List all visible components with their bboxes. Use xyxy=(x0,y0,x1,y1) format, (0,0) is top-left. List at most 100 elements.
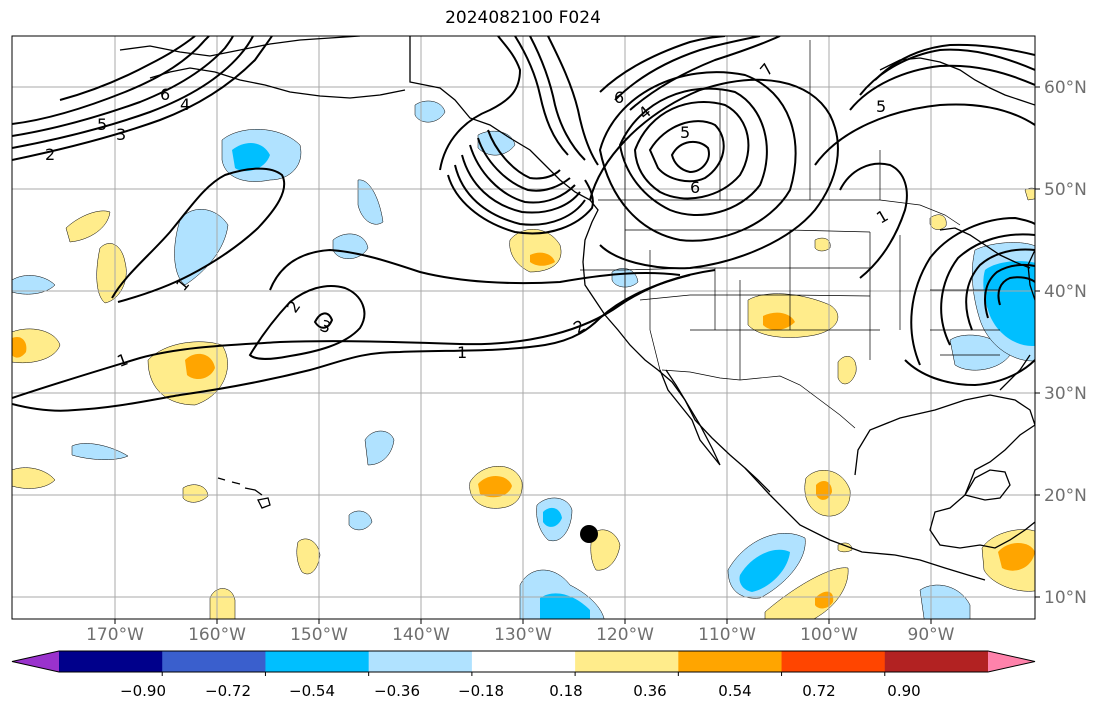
colorbar-tick-label: −0.72 xyxy=(205,682,251,700)
map-title: 2024082100 F024 xyxy=(445,8,601,28)
coastlines xyxy=(119,36,1035,581)
axis-ticks xyxy=(114,86,1040,624)
coastline-east xyxy=(1027,249,1035,301)
coastline-hawaii xyxy=(217,477,271,509)
contour-line-2 xyxy=(940,233,1035,346)
contour-line-3 xyxy=(529,36,586,161)
anomaly-light-blue xyxy=(414,100,446,123)
anomaly-blue xyxy=(739,549,790,592)
contour-line-3 xyxy=(313,312,334,329)
contour-line-2 xyxy=(814,103,1035,166)
coastline-baja xyxy=(659,369,721,466)
anomaly-orange xyxy=(998,543,1035,571)
graticule xyxy=(12,36,1035,619)
contour-line-1 xyxy=(589,78,839,270)
lon-label: 120°W xyxy=(596,625,654,645)
anomaly-yellow xyxy=(182,484,209,503)
contour-line-4 xyxy=(633,101,750,200)
lon-label: 150°W xyxy=(290,625,348,645)
colorbar-segment xyxy=(781,651,886,672)
anomaly-yellow xyxy=(837,356,857,385)
anomaly-orange xyxy=(763,312,795,330)
contour-label: 3 xyxy=(116,125,126,144)
coastline-yucatan xyxy=(963,469,1011,501)
contour-line-6 xyxy=(59,36,196,101)
colorbar-segment xyxy=(678,651,783,672)
contour-line-1 xyxy=(910,216,1035,366)
contour-line-5 xyxy=(648,120,725,183)
colorbar-segment xyxy=(471,651,576,672)
contour-line-3 xyxy=(965,248,1035,331)
coastline-great-lakes xyxy=(939,227,1031,269)
colorbar-extend-high xyxy=(988,651,1035,672)
colorbar-segment xyxy=(368,651,473,672)
anomaly-orange xyxy=(185,353,215,380)
contours xyxy=(12,36,1035,412)
coastline-gulf xyxy=(854,394,1035,549)
contour-line-7 xyxy=(487,129,561,180)
colorbar-tick-label: −0.36 xyxy=(374,682,420,700)
anomaly-yellow xyxy=(929,214,947,230)
anomaly-yellow xyxy=(590,529,621,571)
contour-line-2 xyxy=(598,71,797,242)
colorbar-segment xyxy=(162,651,266,672)
contour-line-2 xyxy=(12,36,273,161)
contour-line-3 xyxy=(454,164,586,226)
anomaly-yellow xyxy=(837,542,853,553)
border-canada-provinces xyxy=(624,40,881,200)
contour-label: 5 xyxy=(680,123,690,142)
coastline-mexico-west xyxy=(744,467,986,581)
colorbar-segment xyxy=(884,651,989,672)
contour-line-5 xyxy=(12,36,210,125)
lat-label: 20°N xyxy=(1044,486,1087,506)
contour-label: 6 xyxy=(614,88,624,107)
anomaly-orange xyxy=(478,475,512,498)
anomaly-yellow xyxy=(814,237,831,252)
lon-label: 140°W xyxy=(392,625,450,645)
contour-line-5 xyxy=(629,36,781,111)
colorbar-tick-label: 0.72 xyxy=(802,682,836,700)
contour-label: 5 xyxy=(876,97,886,116)
contour-line-4 xyxy=(849,64,1035,111)
colorbar-extend-low xyxy=(12,651,59,672)
border-us-canada xyxy=(598,199,961,226)
lon-label: 170°W xyxy=(86,625,144,645)
anomaly-light-blue xyxy=(348,510,373,531)
contour-line-1 xyxy=(12,274,691,412)
colorbar-tick-label: −0.54 xyxy=(289,682,335,700)
lat-label: 10°N xyxy=(1044,588,1087,608)
lat-label: 30°N xyxy=(1044,384,1087,404)
contour-label: 4 xyxy=(180,95,190,114)
colorbar xyxy=(11,650,1036,676)
coastline-alaska-canada xyxy=(409,36,771,493)
coastline-aleutians xyxy=(149,67,406,99)
contour-line-1 xyxy=(269,248,681,291)
anomaly-blue xyxy=(540,593,590,619)
contour-line-5 xyxy=(997,276,1035,306)
contour-label: 5 xyxy=(97,115,107,134)
contour-line-3 xyxy=(12,36,254,149)
lat-label: 60°N xyxy=(1044,78,1087,98)
colorbar-tick-label: −0.90 xyxy=(120,682,166,700)
contour-line-5 xyxy=(469,144,576,204)
contour-line-1 xyxy=(904,359,1035,387)
contour-line-4 xyxy=(12,36,234,137)
anomaly-light-blue xyxy=(919,584,971,619)
anomaly-blue xyxy=(543,507,562,527)
anomaly-yellow xyxy=(65,210,111,243)
anomaly-light-blue xyxy=(12,275,56,295)
contour-line-1 xyxy=(111,167,286,303)
anomaly-light-blue xyxy=(71,443,129,460)
lon-label: 90°W xyxy=(907,625,955,645)
contour-line-4 xyxy=(514,36,569,156)
anomaly-blue xyxy=(983,261,1035,346)
contour-line-1 xyxy=(839,162,908,279)
colorbar-tick-label: 0.90 xyxy=(887,682,921,700)
anomaly-yellow xyxy=(1024,187,1035,201)
lat-label: 40°N xyxy=(1044,282,1087,302)
storm-center-marker xyxy=(580,525,598,543)
anomaly-yellow xyxy=(209,588,236,619)
anomaly-light-blue xyxy=(174,209,229,286)
contour-line-6 xyxy=(874,43,1035,81)
border-states-lines xyxy=(580,200,1000,380)
